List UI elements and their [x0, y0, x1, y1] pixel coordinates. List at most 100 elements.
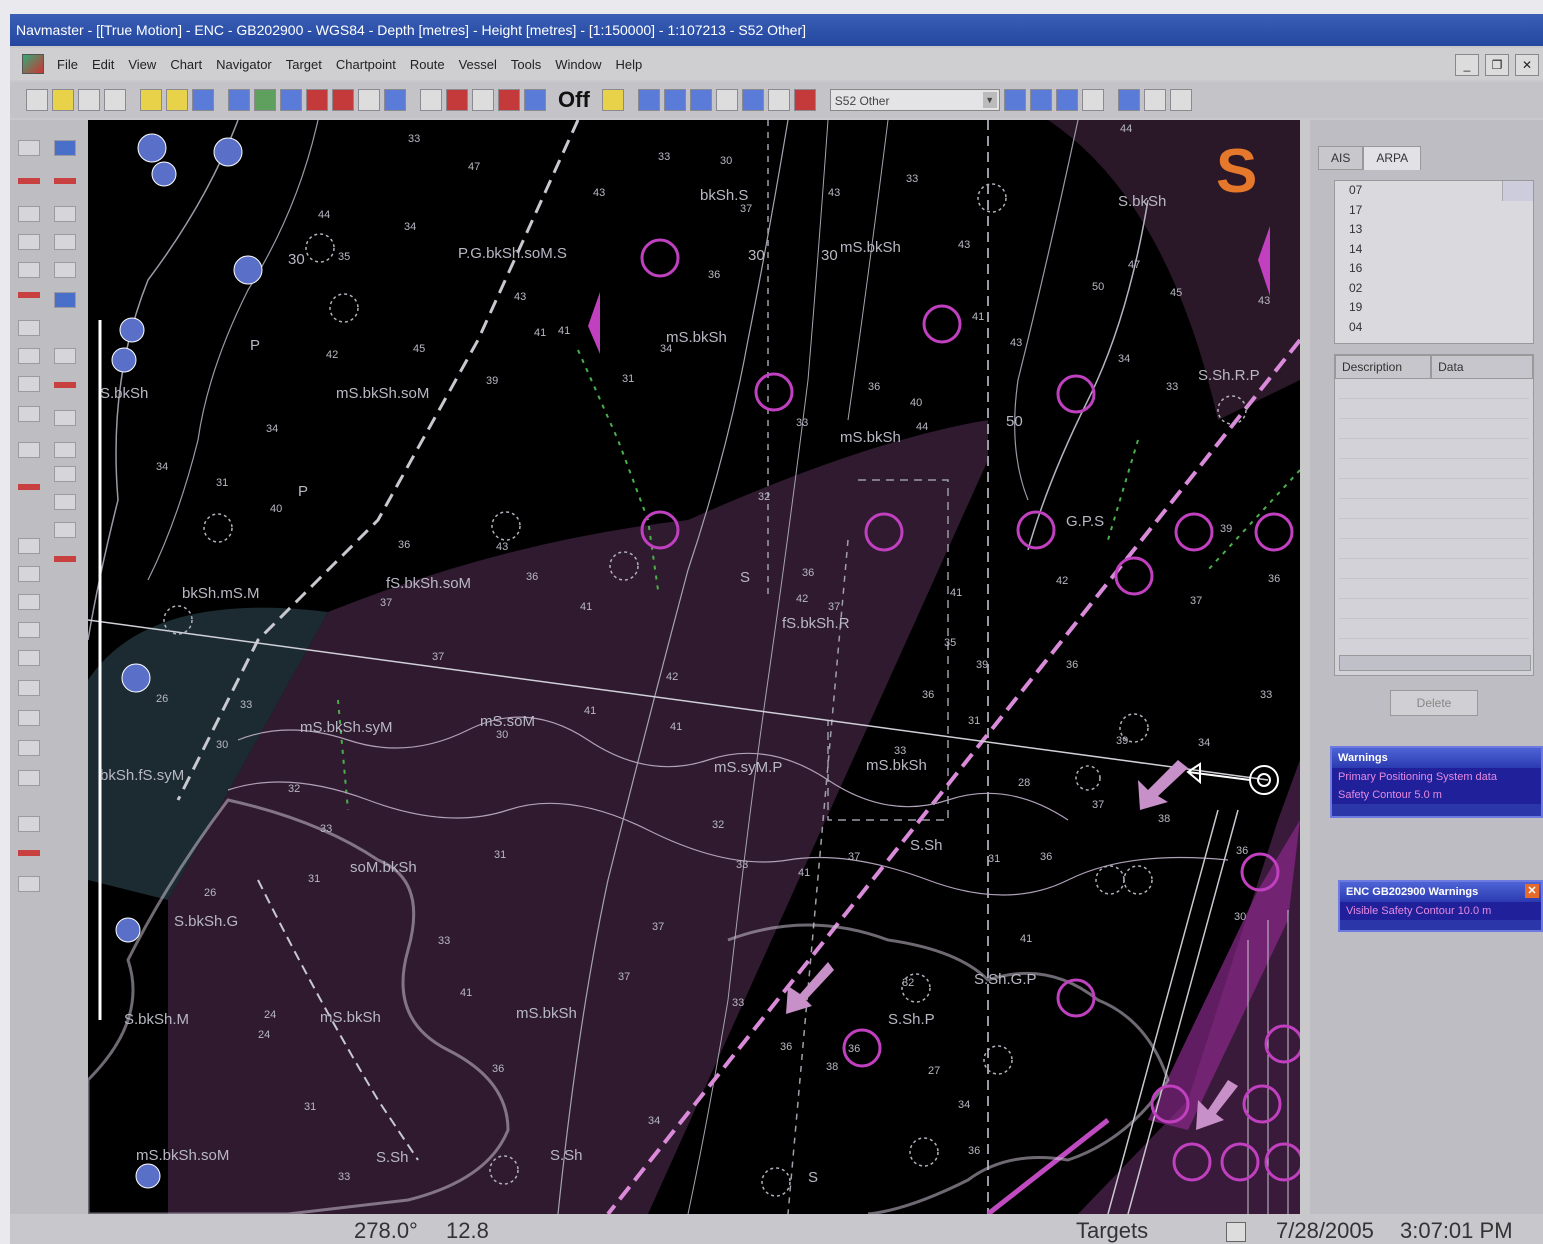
- menu-navigator[interactable]: Navigator: [216, 56, 272, 72]
- chevron-down-icon[interactable]: ▼: [982, 92, 997, 108]
- warning-message[interactable]: Primary Positioning System data: [1332, 768, 1541, 786]
- center-vessel-icon[interactable]: [741, 89, 764, 111]
- target-icon[interactable]: [280, 89, 302, 111]
- chart-info-icon[interactable]: [1117, 89, 1140, 111]
- menu-edit[interactable]: Edit: [91, 56, 115, 72]
- tool-marker-red-6[interactable]: [54, 556, 76, 562]
- menu-file[interactable]: File: [57, 56, 78, 72]
- text-tool-icon[interactable]: [18, 710, 40, 726]
- menu-vessel[interactable]: Vessel: [458, 56, 497, 72]
- waypoint-icon[interactable]: [332, 89, 354, 111]
- tool-marker-red-7[interactable]: [18, 850, 40, 856]
- erase-icon[interactable]: [793, 89, 816, 111]
- blank-tool-icon[interactable]: [472, 89, 494, 111]
- zoom-out-icon[interactable]: [663, 89, 686, 111]
- record-icon[interactable]: [498, 89, 520, 111]
- window-tool-icon[interactable]: [54, 262, 76, 278]
- list-item[interactable]: 17: [1349, 202, 1363, 217]
- log-icon[interactable]: [1226, 1222, 1246, 1242]
- print-icon[interactable]: [104, 89, 126, 111]
- tool-marker-red-3[interactable]: [18, 292, 40, 298]
- overlay-icon[interactable]: [384, 89, 406, 111]
- menu-help[interactable]: Help: [615, 56, 643, 72]
- restore-button[interactable]: ❐: [1485, 54, 1509, 76]
- polyline-tool-icon[interactable]: [18, 538, 40, 554]
- mark-tool-icon[interactable]: [18, 442, 40, 458]
- nautical-chart[interactable]: S 33 47 33 30 44 34 43 37 43 33 44 43 36 35 42 45 39 41 43…: [88, 120, 1300, 1214]
- menu-route[interactable]: Route: [409, 56, 445, 72]
- list-item[interactable]: 14: [1349, 241, 1363, 256]
- overlay-status[interactable]: Off: [558, 87, 590, 112]
- text-toggle-icon[interactable]: [1081, 89, 1104, 111]
- column-data[interactable]: Data: [1431, 355, 1533, 379]
- list-item[interactable]: 13: [1349, 222, 1363, 236]
- list-item[interactable]: 16: [1349, 261, 1363, 275]
- dusk-palette-icon[interactable]: [166, 89, 188, 111]
- grid-tool-icon[interactable]: [54, 234, 76, 250]
- record-tool-icon[interactable]: [18, 876, 40, 892]
- menu-chartpoint[interactable]: Chartpoint: [335, 56, 396, 72]
- cross-tool-icon[interactable]: [54, 206, 76, 222]
- globe-icon[interactable]: [254, 89, 276, 111]
- day-palette-icon[interactable]: [140, 89, 162, 111]
- alarm-icon[interactable]: [446, 89, 468, 111]
- tab-arpa[interactable]: ARPA: [1363, 146, 1422, 170]
- tool-marker-red-4[interactable]: [54, 382, 76, 388]
- measure-icon[interactable]: [767, 89, 790, 111]
- circle-tool-icon[interactable]: [18, 566, 40, 582]
- save-icon[interactable]: [78, 89, 100, 111]
- dash-tool-icon[interactable]: [18, 770, 40, 786]
- tool-marker-red[interactable]: [18, 178, 40, 184]
- rectangle-tool-icon[interactable]: [18, 622, 40, 638]
- close-button[interactable]: ✕: [1515, 54, 1539, 76]
- list-item[interactable]: 04: [1349, 319, 1363, 334]
- arpa-target-list[interactable]: 07 17 13 14 16 02 19 04: [1334, 180, 1534, 344]
- mark-tool-icon-2[interactable]: [54, 442, 76, 458]
- pointer-tool-icon[interactable]: [18, 140, 40, 156]
- link-tool-icon[interactable]: [18, 376, 40, 392]
- box-tool-icon[interactable]: [54, 410, 76, 426]
- list-scrollbar[interactable]: [1502, 181, 1533, 201]
- display-all-icon[interactable]: [1055, 89, 1078, 111]
- edit-tool-icon[interactable]: [18, 348, 40, 364]
- pencil-tool-icon[interactable]: [54, 348, 76, 364]
- route-tool-icon[interactable]: [18, 320, 40, 336]
- minimize-button[interactable]: _: [1455, 54, 1479, 76]
- menu-window[interactable]: Window: [555, 56, 602, 72]
- archive-tool-icon[interactable]: [54, 522, 76, 538]
- tool-marker-red-5[interactable]: [18, 484, 40, 490]
- note-tool-icon[interactable]: [54, 466, 76, 482]
- close-tool-icon[interactable]: [54, 494, 76, 510]
- zoom-area-icon[interactable]: [689, 89, 712, 111]
- draw-line-icon[interactable]: [18, 206, 40, 222]
- tool-marker-red-2[interactable]: [54, 178, 76, 184]
- ring-tool-icon[interactable]: [18, 650, 40, 666]
- display-base-icon[interactable]: [1003, 89, 1026, 111]
- column-description[interactable]: Description: [1335, 355, 1432, 379]
- layer-icon[interactable]: [358, 89, 380, 111]
- close-icon[interactable]: ✕: [1525, 884, 1539, 898]
- display-mode-select[interactable]: S52 Other ▼: [829, 89, 1000, 111]
- help-tool-icon[interactable]: [1169, 89, 1192, 111]
- menu-target[interactable]: Target: [285, 56, 322, 72]
- zoom-in-icon[interactable]: [637, 89, 660, 111]
- display-standard-icon[interactable]: [1029, 89, 1052, 111]
- warning-message[interactable]: Safety Contour 5.0 m: [1332, 786, 1541, 804]
- ellipse-tool-icon[interactable]: [18, 594, 40, 610]
- arc-tool-icon[interactable]: [18, 234, 40, 250]
- curve-tool-icon[interactable]: [18, 262, 40, 278]
- pan-icon[interactable]: [715, 89, 738, 111]
- night-palette-icon[interactable]: [192, 89, 214, 111]
- list-item[interactable]: 07: [1349, 183, 1363, 197]
- chart-select-icon[interactable]: [54, 140, 76, 156]
- menu-view[interactable]: View: [128, 56, 157, 72]
- anchor-tool-icon[interactable]: [18, 406, 40, 422]
- freehand-tool-icon[interactable]: [18, 680, 40, 696]
- vertical-line-tool-icon[interactable]: [18, 740, 40, 756]
- settings-icon[interactable]: [601, 89, 624, 111]
- horizontal-scrollbar[interactable]: [1339, 655, 1531, 671]
- track-icon[interactable]: [306, 89, 328, 111]
- route-icon[interactable]: [228, 89, 250, 111]
- chart-view[interactable]: S 33 47 33 30 44 34 43 37 43 33 44 43 36 35 42 45 39 41 43…: [88, 120, 1300, 1214]
- list-item[interactable]: 02: [1349, 280, 1363, 295]
